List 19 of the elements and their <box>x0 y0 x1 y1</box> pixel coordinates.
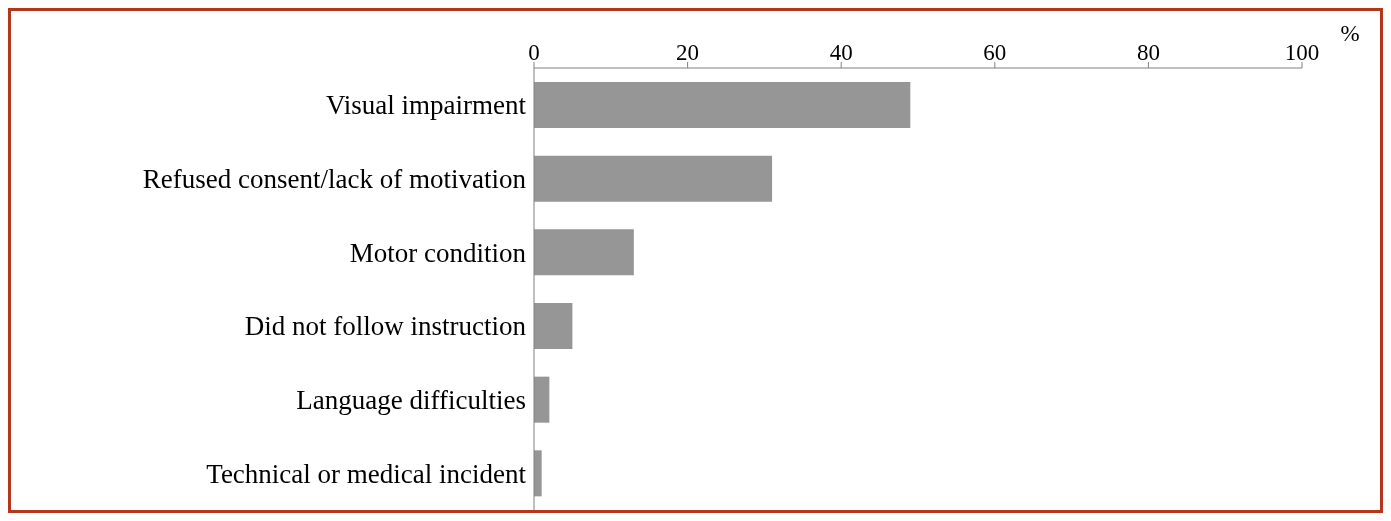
bar <box>534 303 573 349</box>
x-tick-label: 60 <box>983 40 1007 65</box>
x-tick-label: 80 <box>1136 40 1160 65</box>
x-tick-label: 0 <box>528 40 540 65</box>
bar <box>534 450 542 497</box>
bar <box>534 376 550 423</box>
x-tick-label: 100 <box>1284 40 1320 65</box>
y-tick-label: Motor condition <box>349 237 527 268</box>
x-tick-label: 20 <box>676 40 700 65</box>
y-tick-label: Refused consent/lack of motivation <box>142 164 527 195</box>
bar <box>534 82 911 128</box>
x-axis-title: % <box>1340 21 1360 46</box>
y-tick-label: Language difficulties <box>296 385 526 416</box>
y-tick-label: Did not follow instruction <box>244 311 527 342</box>
y-tick-label: Visual impairment <box>325 90 527 121</box>
bar <box>534 155 773 202</box>
y-tick-label: Technical or medical incident <box>206 458 527 489</box>
bar <box>534 229 634 276</box>
x-tick-label: 40 <box>829 40 853 65</box>
